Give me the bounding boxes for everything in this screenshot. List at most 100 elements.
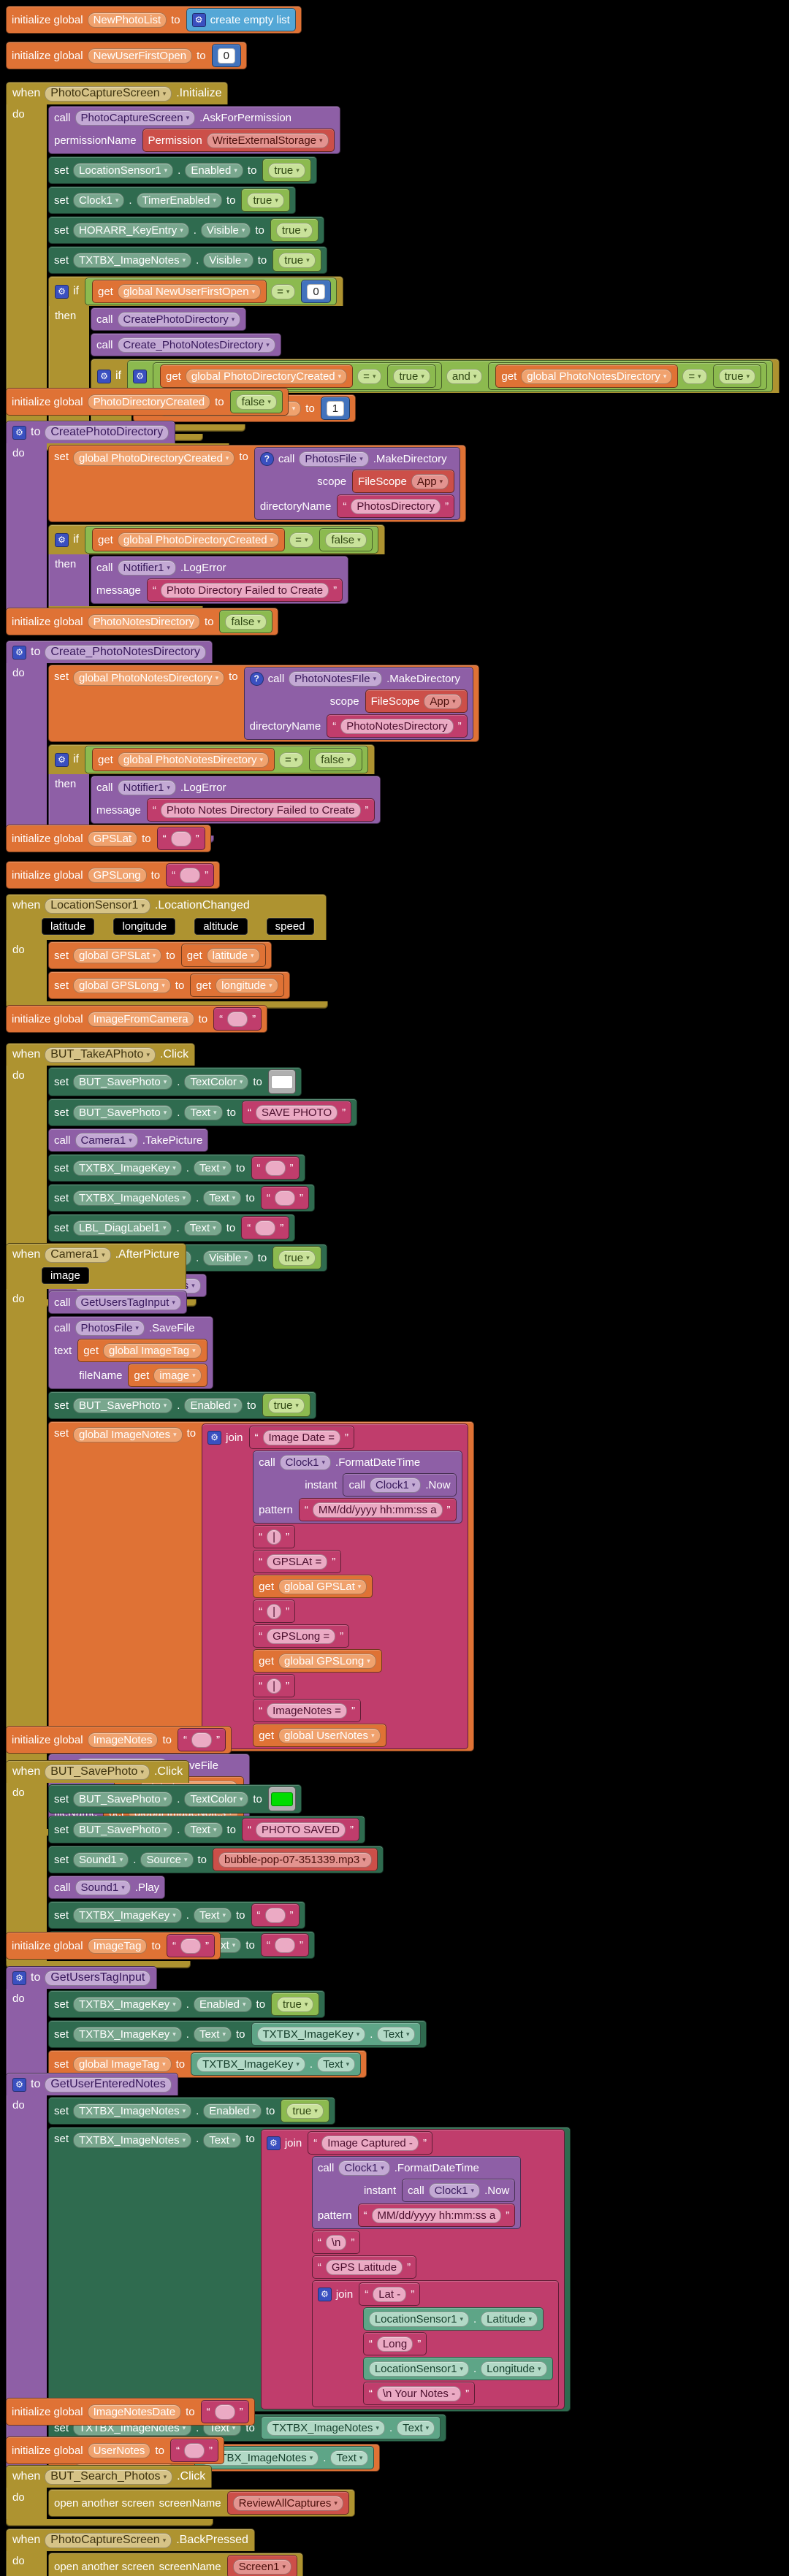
dropdown-field[interactable]: global PhotoNotesDirectory ▾ — [117, 752, 269, 768]
call-method-block[interactable]: call PhotosFile ▾ .SaveFile text get global Im… — [48, 1316, 213, 1389]
get-block[interactable]: get global UserNotes ▾ — [253, 1724, 386, 1747]
compare-block[interactable]: get global PhotoNotesDirectory ▾ = ▾ true ▾ — [488, 362, 768, 390]
dropdown-field[interactable]: Notifier1 ▾ — [117, 779, 176, 795]
gear-mutator-icon[interactable]: ⚙ — [12, 1971, 26, 1985]
string-block[interactable]: “ MM/dd/yyyy hh:mm:ss a ” — [298, 1498, 457, 1521]
dropdown-field[interactable]: Enabled ▾ — [193, 1996, 252, 2012]
dropdown-field[interactable]: = ▾ — [289, 532, 314, 548]
field[interactable]: GPS Latitude — [325, 2259, 403, 2275]
field[interactable] — [183, 2442, 205, 2458]
field[interactable]: MM/dd/yyyy hh:mm:ss a — [371, 2207, 502, 2223]
set-property-block[interactable]: set HORARR_KeyEntry ▾. Visible ▾ to true ▾ — [48, 216, 325, 244]
dropdown-field[interactable]: Text▾ — [193, 1160, 232, 1176]
field[interactable]: Image Date = — [262, 1429, 340, 1445]
dropdown-field[interactable]: WriteExternalStorage ▾ — [206, 132, 329, 148]
dropdown-field[interactable]: Visible ▾ — [200, 222, 251, 238]
set-property-block[interactable]: set TXTBX_ImageNotes ▾. Enabled ▾ to true ▾ — [48, 2097, 335, 2125]
string-block[interactable]: “” — [260, 1186, 309, 1209]
when-event-block[interactable]: when LocationSensor1 ▾ .LocationChanged lati… — [6, 894, 328, 1009]
logic-block[interactable]: true ▾ — [712, 364, 762, 388]
when-event-block[interactable]: when BUT_TakeAPhoto ▾ .Click do set BUT_SavePh… — [6, 1043, 358, 1307]
gear-mutator-icon[interactable]: ⚙ — [55, 532, 69, 547]
string-block[interactable]: “ Image Captured - ” — [308, 2131, 432, 2155]
dropdown-field[interactable]: Visible ▾ — [203, 1250, 254, 1266]
dropdown-field[interactable]: Text▾ — [184, 1104, 223, 1120]
dropdown-field[interactable]: global ImageTag▾ — [73, 2056, 172, 2072]
initialize-global-block[interactable]: initialize global GPSLong to “” — [6, 861, 221, 889]
call-method-block[interactable]: call Clock1 ▾ .Now — [402, 2179, 516, 2202]
string-block[interactable]: “” — [213, 1007, 262, 1031]
gear-mutator-icon[interactable]: ⚙ — [207, 1430, 222, 1445]
set-property-block[interactable]: set BUT_SavePhoto ▾. Text ▾ to “PHOTO SAVED” — [48, 1816, 365, 1843]
event-parameter[interactable]: image — [42, 1267, 89, 1284]
dropdown-field[interactable]: Text▾ — [184, 1822, 223, 1838]
component-property-block[interactable]: TXTBX_ImageNotes ▾. Text ▾ — [194, 2446, 375, 2469]
field[interactable]: GetUserEnteredNotes — [45, 2076, 172, 2092]
string-block[interactable]: “ | ” — [253, 1600, 296, 1623]
dropdown-field[interactable]: and ▾ — [446, 368, 483, 384]
field[interactable]: UserNotes — [87, 2442, 151, 2458]
field[interactable]: PhotoDirectoryCreated — [87, 394, 211, 410]
set-property-block[interactable]: set TXTBX_ImageNotes ▾. Text ▾ to ⚙ join “Image … — [48, 2127, 571, 2412]
field[interactable]: MM/dd/yyyy hh:mm:ss a — [312, 1502, 443, 1518]
logic-block[interactable]: false ▾ — [229, 390, 283, 413]
field[interactable]: Lat - — [373, 2286, 407, 2302]
field[interactable]: GPSLAt = — [267, 1553, 328, 1570]
dropdown-field[interactable]: global PhotoNotesDirectory ▾ — [521, 368, 673, 384]
get-block[interactable]: get global PhotoDirectoryCreated ▾ — [92, 528, 286, 551]
string-block[interactable]: “” — [166, 1934, 215, 1957]
initialize-global-block[interactable]: initialize global NewUserFirstOpen to 0 — [6, 42, 247, 69]
if-block[interactable]: ⚙ if get global NewUserFirstOpen ▾ = ▾ 0 then cal… — [48, 276, 780, 441]
if-block[interactable]: ⚙ if ⚙ get global PhotoDirectoryCreated ▾ = ▾ tr… — [91, 359, 780, 432]
field[interactable]: 0 — [307, 283, 325, 299]
and-block[interactable]: ⚙ get global PhotoDirectoryCreated ▾ = ▾ true ▾… — [127, 360, 774, 392]
get-block[interactable]: get global PhotoNotesDirectory ▾ — [92, 748, 275, 771]
dropdown-field[interactable]: BUT_SavePhoto ▾ — [73, 1822, 173, 1838]
procedure-block[interactable]: ⚙ to GetUsersTagInput do set TXTBX_ImageKey ▾.… — [6, 1966, 427, 2087]
gear-mutator-icon[interactable]: ⚙ — [55, 284, 69, 299]
dropdown-field[interactable]: Screen1 ▾ — [232, 2558, 292, 2575]
dropdown-field[interactable]: Clock1 ▾ — [279, 1454, 332, 1470]
gear-mutator-icon[interactable]: ⚙ — [12, 645, 26, 660]
field[interactable]: ImageTag — [87, 1938, 148, 1954]
dropdown-field[interactable]: PhotosFile ▾ — [299, 451, 369, 467]
field[interactable]: PhotosDirectory — [351, 498, 441, 514]
set-global-block[interactable]: set global GPSLong ▾ to get longitude ▾ — [48, 971, 290, 999]
when-event-block[interactable]: when BUT_Search_Photos ▾ .Click do open anoth… — [6, 2465, 355, 2526]
initialize-global-block[interactable]: initialize global ImageFromCamera to “” — [6, 1005, 268, 1033]
dropdown-field[interactable]: global PhotoDirectoryCreated ▾ — [117, 532, 280, 548]
field[interactable]: \n — [325, 2234, 347, 2250]
field[interactable]: ImageNotesDate — [87, 2404, 182, 2420]
when-event-block[interactable]: when PhotoCaptureScreen ▾ .Initialize do call… — [6, 82, 780, 451]
block-header[interactable]: when BUT_TakeAPhoto ▾ .Click — [6, 1043, 196, 1066]
field[interactable]: ImageNotes — [87, 1732, 159, 1748]
field[interactable]: Image Captured - — [321, 2135, 419, 2151]
initialize-global-block[interactable]: initialize global ImageTag to “” — [6, 1932, 221, 1960]
string-block[interactable]: “ SAVE PHOTO ” — [242, 1101, 352, 1124]
field[interactable]: PhotoNotesDirectory — [87, 614, 200, 630]
string-block[interactable]: “ | ” — [253, 1525, 296, 1548]
initialize-global-block[interactable]: initialize global PhotoDirectoryCreated to… — [6, 388, 289, 416]
field[interactable]: GPSLat — [87, 830, 138, 846]
gear-mutator-icon[interactable]: ⚙ — [266, 2136, 281, 2150]
dropdown-field[interactable]: global PhotoDirectoryCreated ▾ — [73, 451, 235, 466]
set-property-block[interactable]: set TXTBX_ImageKey ▾. Enabled ▾ to true ▾ — [48, 1990, 326, 2018]
dropdown-field[interactable]: Enabled ▾ — [185, 162, 243, 178]
logic-block[interactable]: true ▾ — [262, 1394, 310, 1417]
block-header[interactable]: ⚙ to Create_PhotoNotesDirectory — [6, 641, 213, 663]
call-method-block[interactable]: call PhotoCaptureScreen ▾ .AskForPermission… — [48, 106, 340, 154]
field[interactable]: 0 — [217, 47, 235, 64]
dropdown-field[interactable]: Sound1 ▾ — [73, 1851, 129, 1868]
dropdown-field[interactable]: TXTBX_ImageNotes▾ — [73, 1190, 192, 1206]
field[interactable]: PHOTO SAVED — [256, 1822, 346, 1838]
set-property-block[interactable]: set Clock1 ▾. TimerEnabled ▾ to true ▾ — [48, 186, 296, 214]
dropdown-field[interactable]: Latitude ▾ — [481, 2311, 538, 2327]
call-method-block[interactable]: call Notifier1 ▾ .LogError message “ Photo Dir… — [91, 556, 349, 604]
set-property-block[interactable]: set BUT_SavePhoto ▾. TextColor ▾ to — [48, 1784, 302, 1813]
field[interactable] — [170, 830, 191, 846]
dropdown-field[interactable]: LocationSensor1 ▾ — [73, 162, 174, 178]
field[interactable] — [180, 867, 201, 883]
string-block[interactable]: “” — [251, 1156, 300, 1180]
gear-mutator-icon[interactable]: ⚙ — [55, 752, 69, 767]
